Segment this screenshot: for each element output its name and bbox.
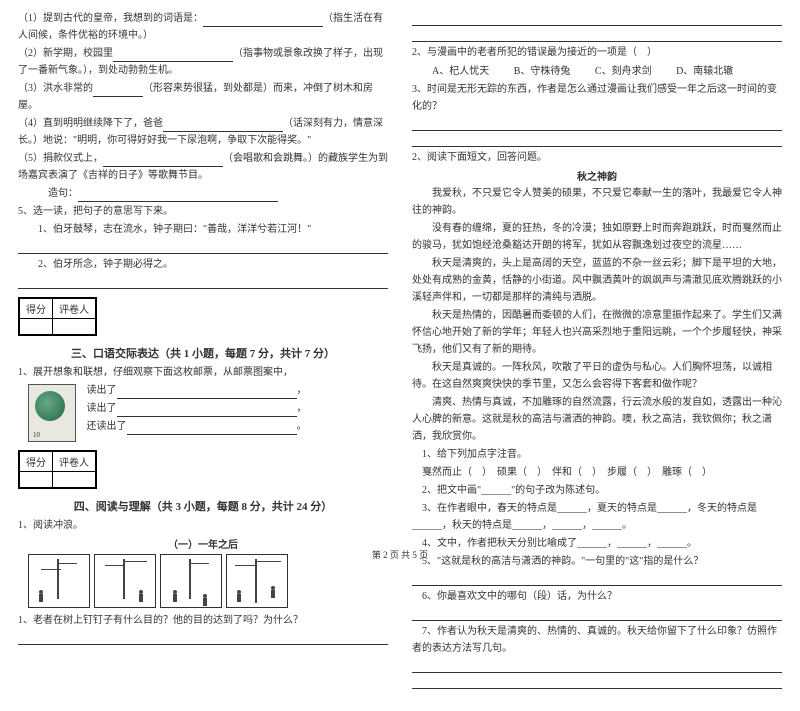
s3-q1: 1、展开想象和联想，仔细观察下面这枚邮票，从邮票图案中， bbox=[18, 364, 388, 381]
comic-panel-3 bbox=[160, 554, 222, 608]
fill-6: 造句： bbox=[18, 185, 388, 202]
para-5: 秋天是真诚的。一阵秋风，吹散了平日的虚伪与私心。人们胸怀坦荡，以诚相待。在这自然… bbox=[412, 359, 782, 393]
para-1: 我爱秋，不只爱它令人赞美的硕果，不只爱它奉献一生的落叶，我最爱它令人神往的神韵。 bbox=[412, 185, 782, 219]
fill-2: （2）新学期，校园里（指事物或景象改换了样子，出现了一番新气象。），到处动勃勃生… bbox=[18, 45, 388, 79]
answer-line bbox=[412, 12, 782, 26]
answer-line bbox=[18, 275, 388, 289]
r-q2-opts: A、杞人忧天 B、守株待兔 C、刻舟求剑 D、南辕北辙 bbox=[412, 63, 782, 80]
answer-line bbox=[412, 28, 782, 42]
comic-panel-4 bbox=[226, 554, 288, 608]
r-q3: 3、时间是无形无踪的东西，作者是怎么通过漫画让我们感受一年之后这一时间的变化的？ bbox=[412, 81, 782, 115]
sq6: 6、你最喜欢文中的哪句（段）话，为什么？ bbox=[412, 588, 782, 605]
sq1-items: 戛然而止（ ） 硕果（ ） 伴和（ ） 步履（ ） 雕琢（ ） bbox=[412, 464, 782, 481]
left-column: （1）提到古代的皇帝，我想到的词语是：（指生活在有人间候，条件优裕的环境中。） … bbox=[18, 10, 388, 691]
s4-q1: 1、阅读冲浪。 bbox=[18, 517, 388, 534]
sq3: 3、在作者眼中，春天的特点是______，夏天的特点是______，冬天的特点是… bbox=[412, 500, 782, 534]
q5-1: 1、伯牙鼓琴，志在流水，钟子期曰："善哉，洋洋兮若江河！" bbox=[18, 221, 388, 238]
para-2: 没有春的缠绵，夏的狂热，冬的冷漠；独如原野上时而奔跑跳跃，时而戛然而止的骏马，犹… bbox=[412, 220, 782, 254]
s4-subq: 1、老者在树上钉钉子有什么目的？他的目的达到了吗？为什么？ bbox=[18, 612, 388, 629]
answer-line bbox=[412, 117, 782, 131]
sq7: 7、作者认为秋天是清爽的、热情的、真诚的。秋天给你留下了什么印象？仿照作者的表达… bbox=[412, 623, 782, 657]
fill-3: （3）洪水非常的（形容来势很猛，到处都是）而来，冲倒了树木和房屋。 bbox=[18, 80, 388, 114]
para-3: 秋天是清爽的，头上是高阔的天空，蓝蓝的不杂一丝云彩；脚下是平坦的大地，处处有成熟… bbox=[412, 255, 782, 306]
stamp-image bbox=[28, 384, 76, 442]
stamp-block: 读出了， 读出了， 还读出了。 bbox=[18, 382, 388, 444]
answer-line bbox=[412, 607, 782, 621]
q5-title: 5、选一读，把句子的意思写下来。 bbox=[18, 203, 388, 220]
answer-line bbox=[412, 659, 782, 673]
answer-line bbox=[18, 240, 388, 254]
q5-2: 2、伯牙所念，钟子期必得之。 bbox=[18, 256, 388, 273]
fill-1: （1）提到古代的皇帝，我想到的词语是：（指生活在有人间候，条件优裕的环境中。） bbox=[18, 10, 388, 44]
score-box-3: 得分评卷人 bbox=[18, 297, 97, 336]
comic-strip bbox=[28, 554, 388, 608]
para-6: 清爽、热情与真诚，不加雕琢的自然流露，行云流水般的发自如，透露出一种沁人心脾的新… bbox=[412, 394, 782, 445]
score-box-4: 得分评卷人 bbox=[18, 450, 97, 489]
sq2: 2、把文中画"______"的句子改为陈述句。 bbox=[412, 482, 782, 499]
sq1: 1、给下列加点字注音。 bbox=[412, 446, 782, 463]
para-4: 秋天是热情的，因酷暑而委顿的人们，在微微的凉意里振作起来了。学生们又满怀信心地开… bbox=[412, 307, 782, 358]
answer-line bbox=[412, 133, 782, 147]
fill-4: （4）直到明明继续降下了，爸爸（话深刻有力，情意深长。）地说："明明，你可得好好… bbox=[18, 115, 388, 149]
fill-5: （5）捐款仪式上，（会唱歌和会跳舞。）的藏族学生为到场嘉宾表演了《吉祥的日子》等… bbox=[18, 150, 388, 184]
r-read: 2、阅读下面短文，回答问题。 bbox=[412, 149, 782, 166]
comic-panel-2 bbox=[94, 554, 156, 608]
right-column: 2、与漫画中的老者所犯的错误最为接近的一项是（ ） A、杞人忧天 B、守株待兔 … bbox=[412, 10, 782, 691]
answer-line bbox=[18, 631, 388, 645]
essay-title: 秋之神韵 bbox=[412, 168, 782, 183]
r-q2: 2、与漫画中的老者所犯的错误最为接近的一项是（ ） bbox=[412, 44, 782, 61]
comic-panel-1 bbox=[28, 554, 90, 608]
page-footer: 第 2 页 共 5 页 bbox=[0, 548, 800, 561]
section-3-title: 三、口语交际表达（共 1 小题，每题 7 分，共计 7 分） bbox=[18, 345, 388, 361]
answer-line bbox=[412, 572, 782, 586]
answer-line bbox=[412, 675, 782, 689]
section-4-title: 四、阅读与理解（共 3 小题，每题 8 分，共计 24 分） bbox=[18, 498, 388, 514]
